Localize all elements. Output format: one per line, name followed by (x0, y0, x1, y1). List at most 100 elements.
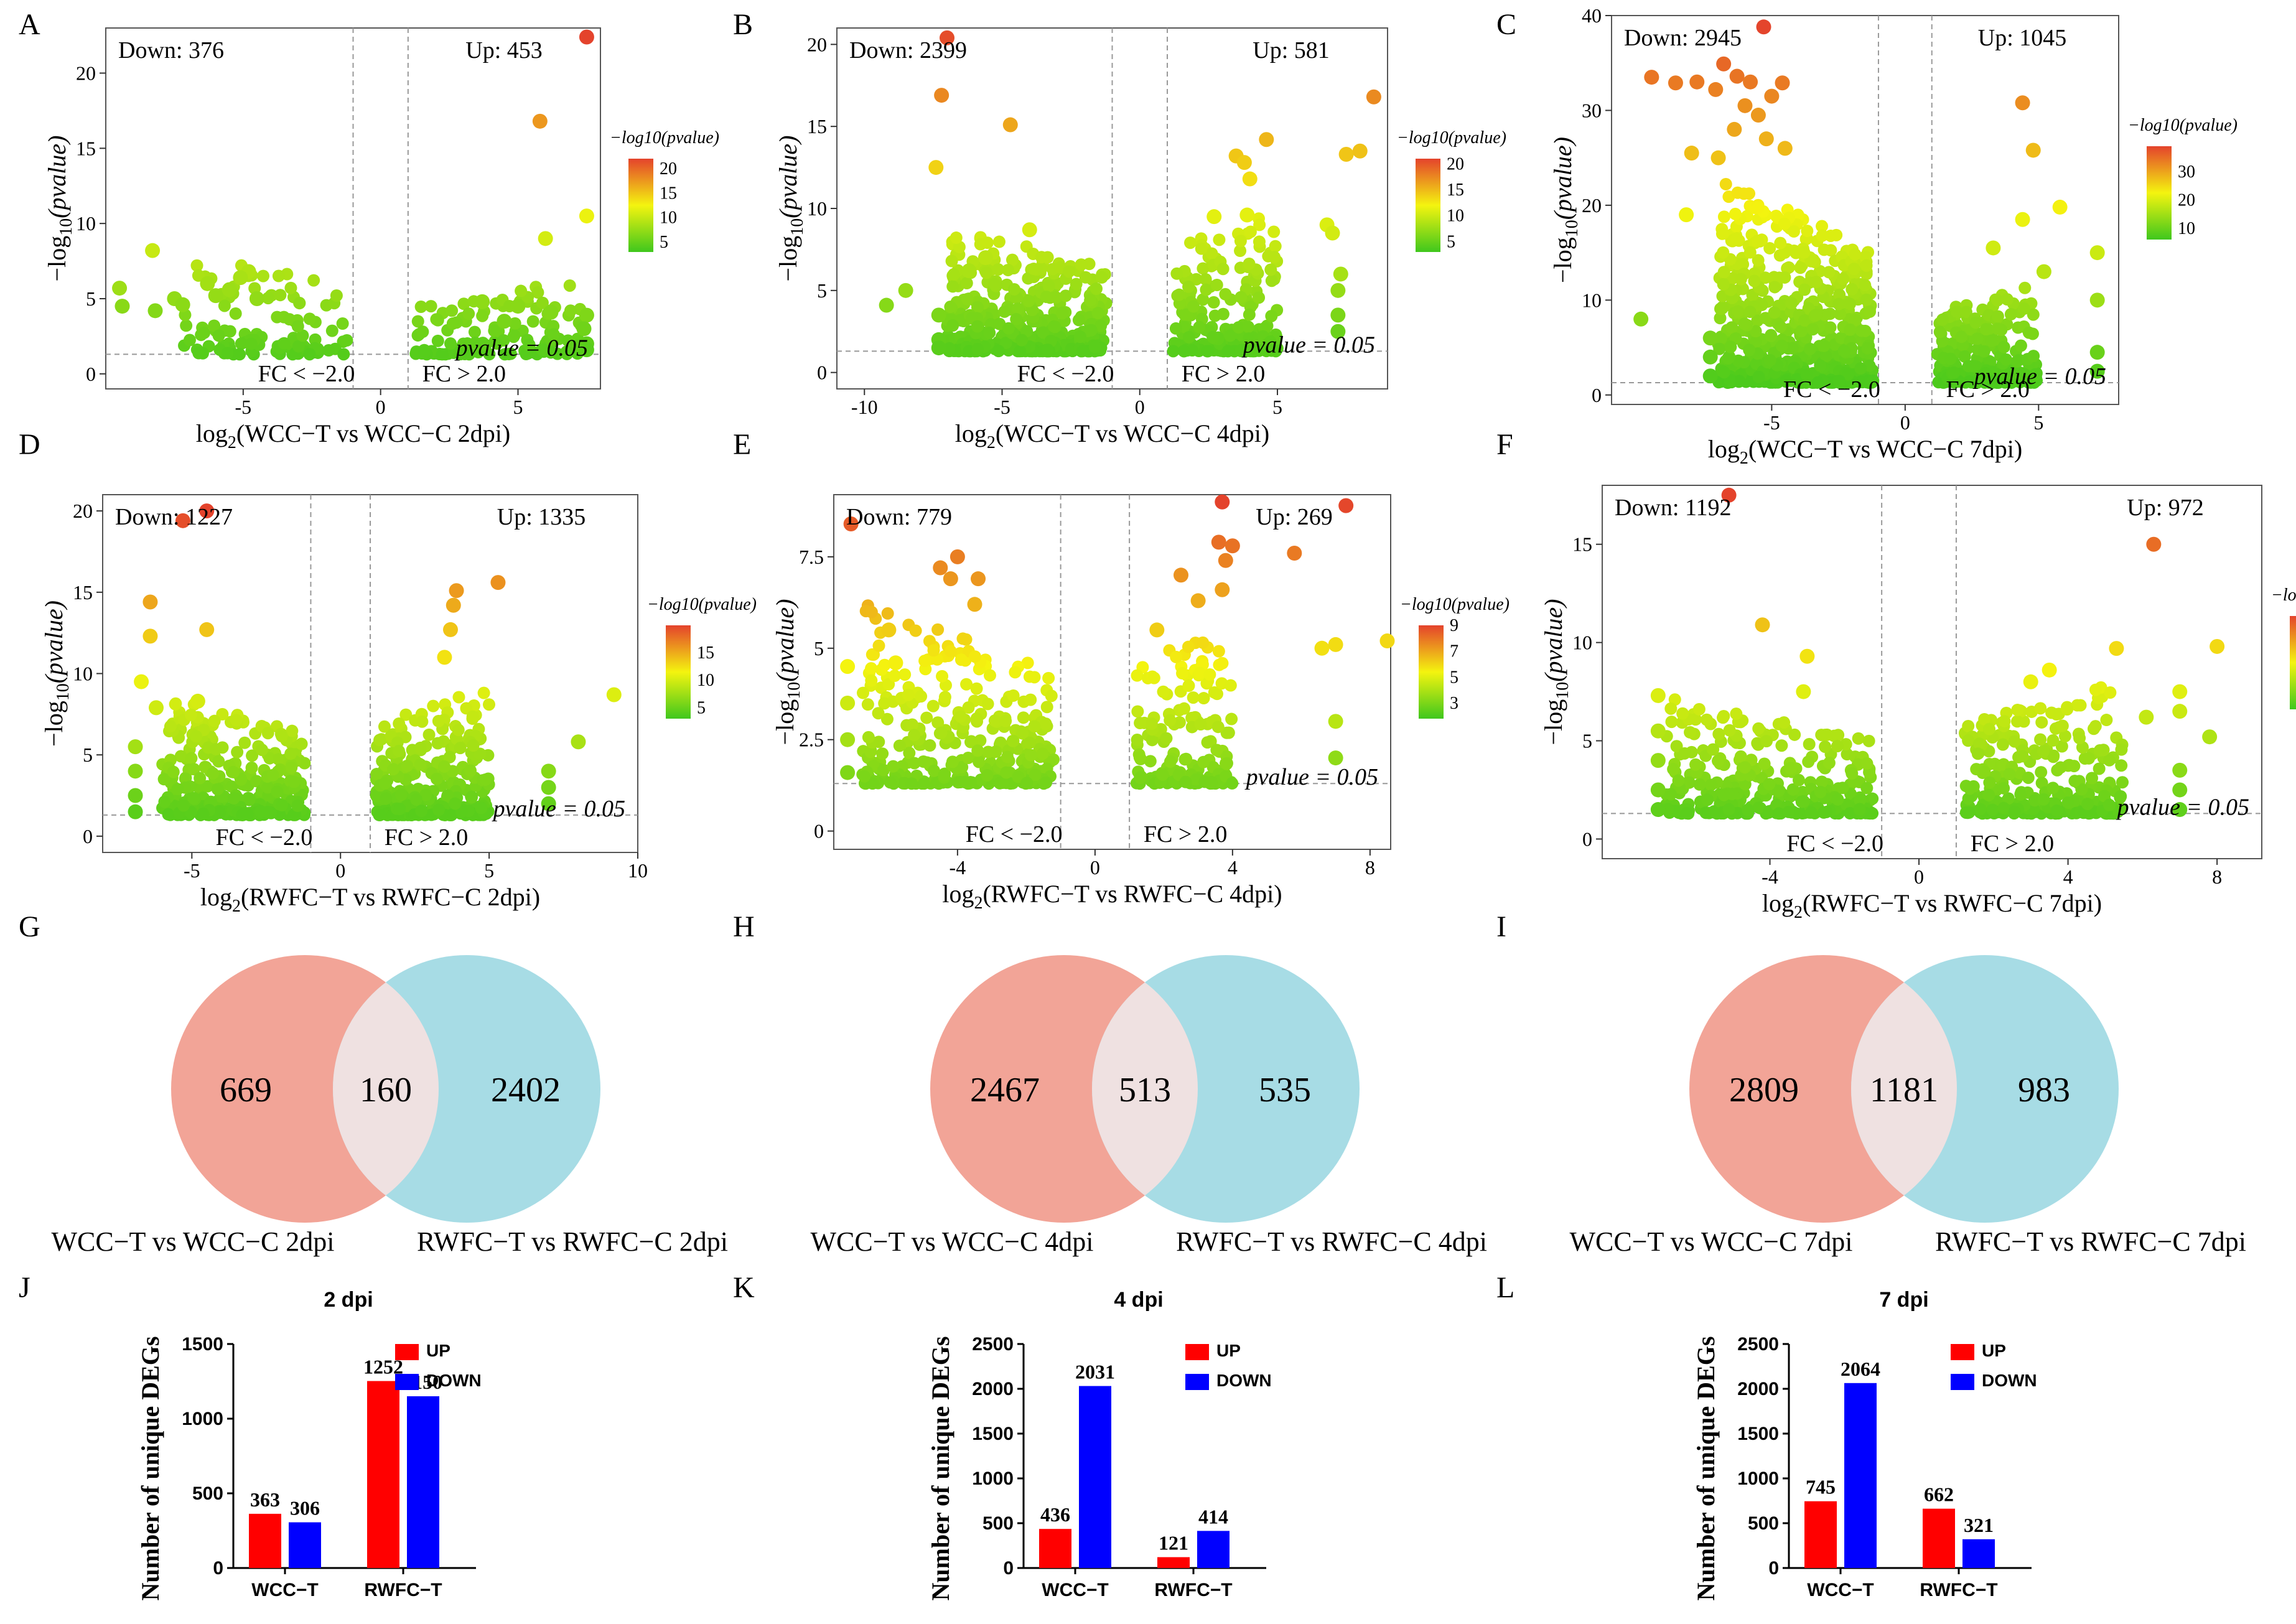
fc-right-label: FC > 2.0 (422, 361, 506, 387)
data-point (2146, 536, 2162, 552)
data-point (1216, 263, 1230, 276)
data-point (180, 319, 193, 332)
data-point (1665, 716, 1678, 729)
data-point (449, 797, 462, 810)
data-point (1007, 282, 1020, 296)
data-point (227, 792, 240, 805)
data-point (1997, 340, 2010, 353)
data-point (2014, 788, 2027, 801)
data-point (1768, 281, 1781, 294)
data-point (541, 780, 556, 795)
data-point (1788, 728, 1801, 741)
data-point (149, 700, 164, 716)
data-point (2037, 793, 2050, 806)
data-point (1708, 82, 1724, 97)
data-point (1971, 747, 1984, 760)
data-point (249, 291, 264, 306)
data-point (1775, 739, 1788, 752)
data-point (1689, 74, 1705, 90)
data-point (1768, 306, 1781, 319)
data-point (943, 571, 958, 587)
fc-right-label: FC > 2.0 (1971, 831, 2054, 857)
data-point (1330, 307, 1346, 323)
data-point (1811, 376, 1824, 389)
colorbar (666, 625, 691, 719)
data-point (1853, 803, 1866, 816)
data-point (1048, 320, 1062, 334)
data-point (1644, 70, 1659, 85)
data-point (954, 710, 967, 723)
pvalue-label: pvalue = 0.05 (492, 796, 625, 822)
data-point (531, 286, 544, 299)
data-point (2017, 367, 2030, 380)
y-tick-label: 5 (86, 287, 96, 310)
data-point (1203, 668, 1216, 681)
data-point (2004, 367, 2017, 380)
data-point (1090, 282, 1103, 296)
data-point (221, 347, 234, 360)
data-point (931, 340, 946, 356)
data-point (1668, 75, 1683, 91)
y-axis-label-sub: 10 (1553, 682, 1572, 699)
data-point (1986, 803, 1999, 816)
data-point (212, 329, 225, 342)
data-point (928, 160, 944, 175)
venn-left-count: 2809 (1729, 1071, 1799, 1109)
data-point (1197, 636, 1210, 649)
data-point (401, 759, 414, 772)
data-point (2011, 703, 2024, 716)
data-point (1178, 702, 1191, 715)
data-point (1803, 342, 1816, 355)
data-point (1070, 278, 1083, 291)
data-point (893, 739, 906, 752)
data-point (241, 808, 254, 821)
data-point (535, 343, 548, 356)
data-point (981, 698, 994, 711)
data-point (876, 747, 889, 760)
data-point (325, 324, 338, 337)
data-point (1775, 75, 1790, 91)
data-point (1012, 770, 1025, 783)
data-point (1849, 314, 1862, 327)
data-point (476, 309, 489, 322)
data-point (1794, 261, 1807, 274)
data-point (1007, 689, 1020, 702)
data-point (1239, 207, 1255, 223)
data-point (293, 297, 306, 310)
data-point (1752, 801, 1765, 814)
data-point (579, 307, 594, 323)
y-tick-label: 7.5 (799, 546, 824, 568)
data-point (1714, 312, 1727, 325)
data-point (946, 755, 959, 768)
data-point (479, 773, 492, 786)
data-point (1717, 788, 1730, 801)
data-point (336, 317, 349, 330)
data-point (1023, 670, 1036, 683)
data-point (443, 622, 458, 637)
legend-label: DOWN (1216, 1371, 1272, 1390)
x-tick-label: 5 (2033, 411, 2043, 434)
data-point (2055, 740, 2068, 753)
y-tick-label: 5 (1582, 730, 1592, 752)
data-point (427, 699, 440, 712)
data-point (1176, 667, 1189, 680)
data-point (1042, 671, 1055, 684)
data-point (908, 757, 921, 770)
y-axis-label: Number of unique DEGs (136, 1337, 164, 1601)
data-point (1933, 325, 1946, 338)
data-point (2061, 702, 2074, 716)
data-point (1197, 262, 1210, 275)
data-point (2114, 791, 2127, 804)
up-count: Up: 453 (465, 37, 543, 63)
data-point (1249, 343, 1262, 356)
data-point (233, 270, 248, 286)
data-point (1742, 803, 1755, 816)
bar-panel-l: L 7 dpi 0 500 1000 1500 2000 2500 Number of uniq… (1496, 1271, 2037, 1600)
data-point (1778, 716, 1791, 729)
data-point (935, 726, 948, 739)
data-point (1000, 766, 1013, 779)
data-point (1774, 236, 1787, 250)
data-point (1854, 793, 1867, 806)
data-point (2022, 326, 2035, 339)
x-axis-label-prefix: log (1708, 435, 1740, 463)
